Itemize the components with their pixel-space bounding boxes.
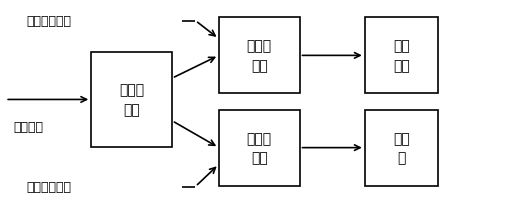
Bar [365,110,438,186]
Text: 第一参考电压: 第一参考电压 [26,15,71,28]
Text: 散热
风扇: 散热 风扇 [393,39,410,73]
Bar [91,53,172,147]
Text: 第一比
较器: 第一比 较器 [246,39,272,73]
Text: 温度传
感器: 温度传 感器 [119,83,144,117]
Bar [365,18,438,94]
Bar [219,18,300,94]
Bar [219,110,300,186]
Text: 第二参考电压: 第二参考电压 [26,180,71,193]
Text: 第二比
较器: 第二比 较器 [246,131,272,165]
Text: 报警
器: 报警 器 [393,131,410,165]
Text: 输入电源: 输入电源 [13,120,43,133]
